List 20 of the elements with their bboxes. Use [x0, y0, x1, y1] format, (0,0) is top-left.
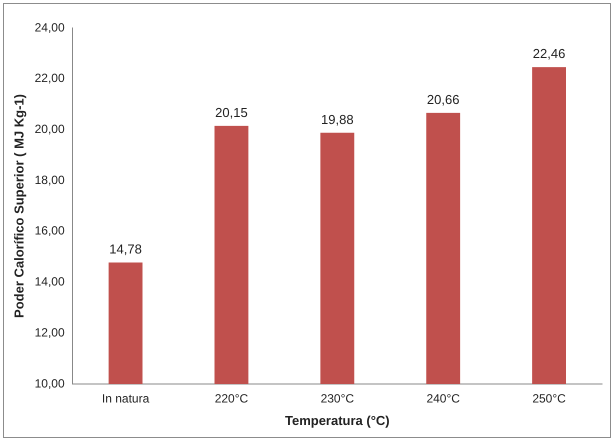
- y-tick-label: 22,00: [34, 71, 65, 86]
- x-axis-title: Temperatura (°C): [284, 412, 390, 428]
- data-label: 22,46: [532, 46, 566, 62]
- y-axis-title: Poder Calorífico Superior ( MJ Kg-1): [11, 94, 26, 318]
- data-label: 20,15: [215, 104, 248, 120]
- x-tick-label: 240°C: [426, 392, 460, 406]
- data-label: 19,88: [321, 112, 354, 127]
- y-tick-label: 16,00: [34, 224, 65, 238]
- x-tick-label: In natura: [102, 392, 150, 406]
- y-tick-label: 12,00: [34, 325, 65, 340]
- x-tick-label: 250°C: [532, 392, 566, 406]
- y-tick-label: 10,00: [34, 376, 65, 390]
- x-tick-label: 230°C: [320, 392, 354, 406]
- y-tick-label: 18,00: [34, 172, 65, 187]
- data-label: 20,66: [426, 92, 460, 108]
- y-tick-label: 20,00: [34, 122, 65, 136]
- y-tick-label: 14,00: [34, 274, 65, 289]
- x-tick-label: 220°C: [214, 392, 249, 406]
- data-label: 14,78: [109, 242, 142, 257]
- y-tick-label: 24,00: [34, 20, 65, 34]
